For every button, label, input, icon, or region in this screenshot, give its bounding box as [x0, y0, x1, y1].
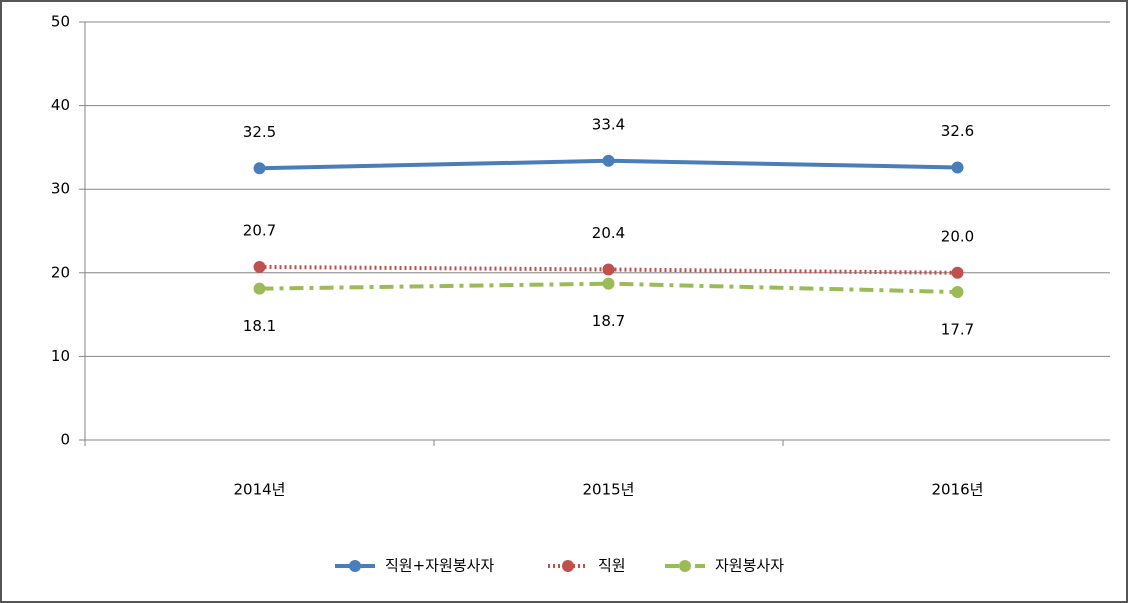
y-tick-label: 50 — [51, 13, 70, 31]
data-label: 20.4 — [592, 224, 625, 242]
x-tick-label: 2014년 — [234, 481, 286, 499]
point — [602, 277, 615, 290]
y-tick-label: 0 — [60, 431, 70, 449]
x-tick-label: 2015년 — [583, 481, 635, 499]
data-label: 33.4 — [592, 115, 625, 133]
legend-marker — [679, 560, 691, 572]
series-line — [259, 264, 958, 275]
point — [602, 154, 615, 167]
legend-label: 직원 — [598, 557, 626, 575]
data-label: 18.7 — [592, 312, 625, 330]
data-label: 20.0 — [941, 227, 974, 245]
data-label: 32.5 — [243, 123, 276, 141]
series-line — [259, 281, 958, 295]
legend-label: 직원+자원봉사자 — [385, 557, 494, 575]
data-label: 20.7 — [243, 221, 276, 239]
y-tick-label: 40 — [51, 96, 70, 114]
data-label: 32.6 — [941, 122, 974, 140]
y-tick-label: 30 — [51, 180, 70, 198]
legend-marker — [562, 560, 574, 572]
point — [253, 282, 266, 295]
y-tick-label: 10 — [51, 347, 70, 365]
point — [951, 266, 964, 279]
legend-marker — [349, 560, 361, 572]
point — [253, 260, 266, 273]
legend-label: 자원봉사자 — [715, 557, 784, 575]
y-tick-label: 20 — [51, 263, 70, 281]
data-label: 17.7 — [941, 321, 974, 339]
point — [951, 286, 964, 299]
data-label: 18.1 — [243, 317, 276, 335]
point — [253, 162, 266, 175]
x-tick-label: 2016년 — [932, 481, 984, 499]
point — [951, 161, 964, 174]
point — [602, 263, 615, 276]
